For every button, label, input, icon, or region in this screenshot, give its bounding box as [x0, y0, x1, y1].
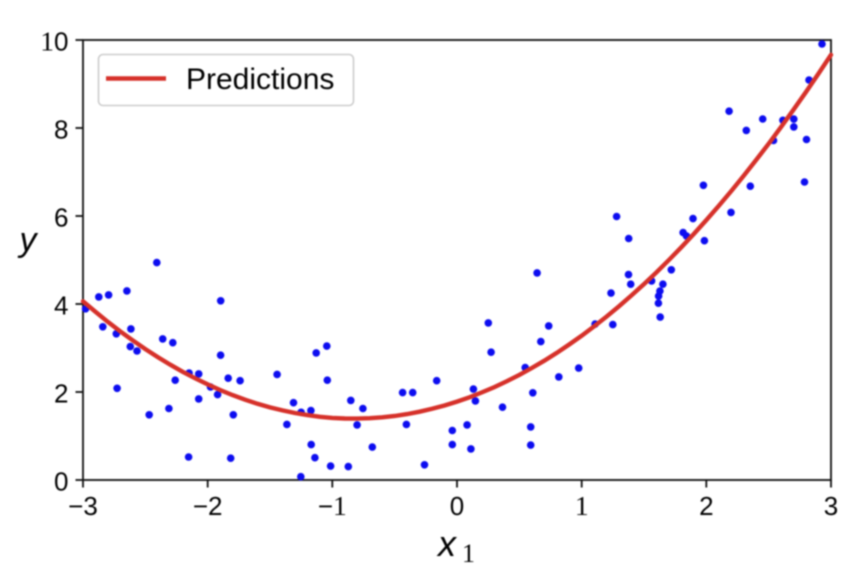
- svg-text:4: 4: [54, 291, 68, 321]
- svg-text:0: 0: [450, 491, 464, 521]
- svg-text:0: 0: [54, 467, 68, 497]
- svg-text:−3: −3: [68, 491, 98, 521]
- svg-text:1: 1: [462, 539, 475, 568]
- svg-text:y: y: [18, 221, 39, 259]
- svg-text:−2: −2: [193, 491, 223, 521]
- svg-text:Predictions: Predictions: [186, 63, 334, 96]
- svg-text:2: 2: [699, 491, 713, 521]
- svg-text:1: 1: [575, 490, 589, 521]
- svg-text:6: 6: [54, 203, 68, 233]
- svg-text:x: x: [436, 523, 458, 564]
- svg-text:8: 8: [54, 115, 68, 145]
- svg-text:2: 2: [54, 379, 68, 409]
- svg-text:10: 10: [40, 26, 68, 57]
- svg-text:−1: −1: [318, 490, 347, 521]
- svg-text:3: 3: [824, 491, 838, 521]
